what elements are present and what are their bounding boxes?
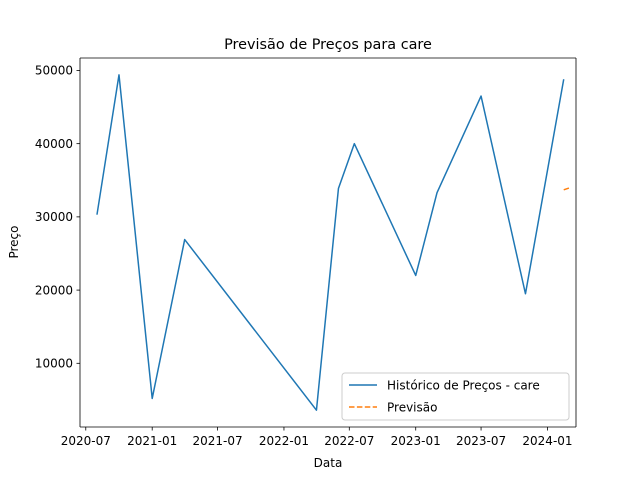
series-line-1 (563, 187, 570, 191)
y-tick-label: 20000 (35, 283, 73, 297)
x-tick-label: 2022-01 (259, 434, 309, 448)
y-tick-label: 50000 (35, 64, 73, 78)
x-tick-label: 2020-07 (61, 434, 111, 448)
x-axis-ticks: 2020-07 2021-01 2021-07 2022-01 2022-07 2023-… (61, 427, 573, 448)
legend: Histórico de Preços - care Previsão (341, 372, 570, 421)
legend-label-previsao: Previsão (387, 401, 437, 415)
series-line-0 (96, 74, 565, 411)
y-axis-label: Preço (7, 225, 21, 258)
x-tick-label: 2022-07 (324, 434, 374, 448)
legend-box (341, 372, 570, 421)
y-tick-label: 40000 (35, 137, 73, 151)
plot-area (80, 58, 576, 427)
legend-label-historico: Histórico de Preços - care (387, 379, 540, 393)
x-tick-label: 2023-01 (391, 434, 441, 448)
x-axis-label: Data (314, 456, 343, 470)
x-tick-label: 2021-01 (127, 434, 177, 448)
x-tick-label: 2024-01 (522, 434, 572, 448)
chart-title: Previsão de Preços para care (224, 37, 432, 53)
y-tick-label: 30000 (35, 210, 73, 224)
axes-frame (79, 57, 577, 428)
y-tick-label: 10000 (35, 357, 73, 371)
x-tick-label: 2021-07 (192, 434, 242, 448)
x-tick-label: 2023-07 (456, 434, 506, 448)
y-axis-ticks: 10000 20000 30000 40000 50000 (35, 64, 80, 371)
series-layer (96, 74, 570, 411)
